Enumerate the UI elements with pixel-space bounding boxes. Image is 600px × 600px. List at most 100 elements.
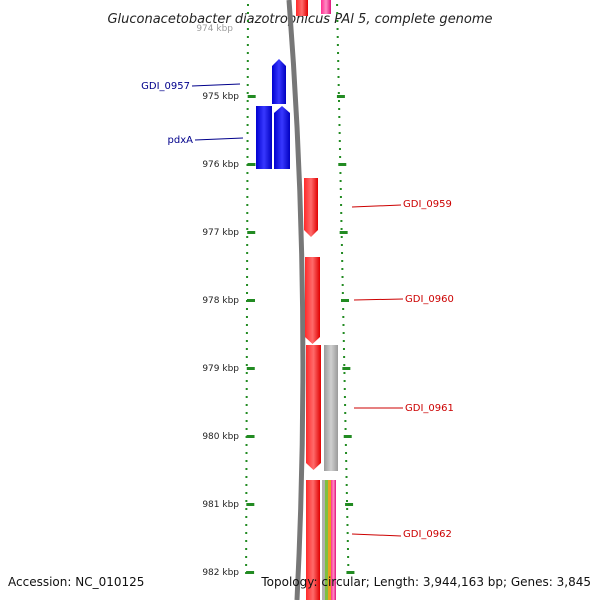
guide-dot-left — [245, 564, 248, 566]
gray-feature[interactable] — [324, 345, 338, 471]
guide-dot-left — [246, 4, 249, 6]
guide-dot-right — [340, 244, 343, 246]
guide-dot-left — [245, 380, 248, 382]
guide-dot-right — [337, 60, 340, 62]
guide-dot-right — [344, 404, 347, 406]
guide-dot-left — [245, 468, 248, 470]
guide-dot-left — [246, 180, 249, 182]
partial-forward-gene[interactable] — [296, 0, 308, 16]
scale-label: 975 kbp — [202, 92, 239, 102]
guide-dot-left — [245, 420, 248, 422]
guide-dot-left — [245, 524, 248, 526]
scale-major-tick-right — [341, 299, 349, 302]
guide-dot-left — [246, 76, 249, 78]
scale-label: 976 kbp — [202, 160, 239, 170]
gene-pdxA-arrow[interactable] — [274, 106, 290, 169]
gene-GDI_0959-arrow[interactable] — [304, 178, 318, 237]
scale-label: 981 kbp — [202, 500, 239, 510]
guide-dot-right — [344, 428, 347, 430]
guide-dot-right — [341, 260, 344, 262]
scale-major-tick-left — [247, 299, 255, 302]
guide-dot-right — [342, 308, 345, 310]
scale-major-tick-right — [342, 367, 351, 370]
guide-dot-left — [245, 428, 248, 430]
guide-dot-right — [345, 484, 348, 486]
gene-GDI_0961-arrow[interactable] — [306, 345, 321, 470]
guide-dot-right — [342, 348, 345, 350]
scale-major-tick-right — [336, 95, 345, 98]
guide-dot-right — [346, 540, 349, 542]
partial-magenta-feature[interactable] — [321, 0, 331, 14]
label-GDI_0962[interactable]: GDI_0962 — [403, 529, 452, 540]
guide-dot-left — [246, 204, 249, 206]
guide-dot-left — [245, 396, 248, 398]
scale-major-tick-left — [246, 503, 255, 506]
guide-dot-left — [246, 28, 249, 30]
label-GDI_0959[interactable]: GDI_0959 — [403, 199, 452, 210]
guide-dot-right — [338, 100, 340, 102]
topology-text: Topology: circular; Length: 3,944,163 bp… — [260, 575, 591, 589]
guide-dot-right — [337, 84, 340, 86]
feature-stripe-gray — [322, 480, 325, 600]
guide-dot-left — [245, 540, 248, 542]
guide-dot-left — [246, 276, 249, 278]
scale-major-tick-right — [339, 231, 348, 234]
guide-dot-left — [245, 340, 248, 342]
guide-dot-left — [246, 140, 249, 142]
feature-stripe-orange — [328, 480, 331, 600]
multicolor-feature[interactable] — [322, 480, 336, 600]
guide-dot-left — [245, 548, 248, 550]
label-GDI_0961[interactable]: GDI_0961 — [405, 403, 454, 414]
leader-GDI_0960 — [353, 298, 404, 301]
guide-dot-left — [246, 44, 249, 46]
guide-dot-left — [246, 212, 249, 214]
guide-dot-right — [345, 476, 348, 478]
guide-dot-left — [245, 412, 248, 414]
guide-dot-left — [245, 404, 248, 406]
guide-dot-right — [340, 228, 343, 230]
guide-dot-right — [345, 492, 348, 494]
guide-dot-right — [336, 4, 339, 6]
guide-dot-left — [245, 324, 248, 326]
scale-major-tick-right — [346, 571, 355, 574]
label-GDI_0960[interactable]: GDI_0960 — [405, 294, 454, 305]
scale-major-tick-left — [246, 367, 255, 370]
leader-GDI_0959 — [351, 204, 402, 208]
guide-dot-left — [245, 508, 248, 510]
genome-backbone — [286, 0, 306, 600]
guide-dot-right — [340, 236, 343, 238]
guide-dot-right — [341, 284, 344, 286]
guide-dot-left — [245, 356, 248, 358]
scale-major-tick-right — [343, 435, 352, 438]
scale-label: 982 kbp — [202, 568, 239, 578]
guide-dot-left — [246, 124, 249, 126]
guide-dot-right — [346, 548, 349, 550]
guide-dot-left — [246, 244, 249, 246]
guide-dot-right — [337, 52, 340, 54]
guide-dot-right — [340, 220, 343, 222]
genome-title: Gluconacetobacter diazotrophicus PAl 5, … — [107, 12, 492, 27]
guide-dot-left — [245, 516, 248, 518]
guide-dot-right — [346, 516, 349, 518]
gene-GDI_0957-arrow[interactable] — [272, 59, 286, 104]
scale-label: 980 kbp — [202, 432, 239, 442]
scale-major-tick-left — [246, 571, 255, 574]
gene-GDI_0962-arrow[interactable] — [306, 480, 320, 600]
scale-label-top: 974 kbp — [196, 24, 233, 34]
guide-dot-right — [343, 388, 346, 390]
guide-dot-left — [245, 364, 248, 366]
label-pdxA[interactable]: pdxA — [168, 135, 194, 146]
guide-dot-left — [245, 316, 248, 318]
guide-dot-left — [245, 388, 248, 390]
scale-major-tick-left — [247, 231, 256, 234]
label-GDI_0957[interactable]: GDI_0957 — [141, 81, 190, 92]
scale-major-tick-right — [345, 503, 354, 506]
guide-dot-left — [245, 332, 248, 334]
gene-GDI_0960-arrow[interactable] — [305, 257, 320, 344]
guide-dot-right — [341, 292, 344, 294]
guide-dot-left — [245, 484, 248, 486]
scale-major-tick-left — [247, 163, 256, 166]
guide-dot-right — [344, 412, 347, 414]
gene-pdxA-segment-left[interactable] — [256, 106, 272, 169]
